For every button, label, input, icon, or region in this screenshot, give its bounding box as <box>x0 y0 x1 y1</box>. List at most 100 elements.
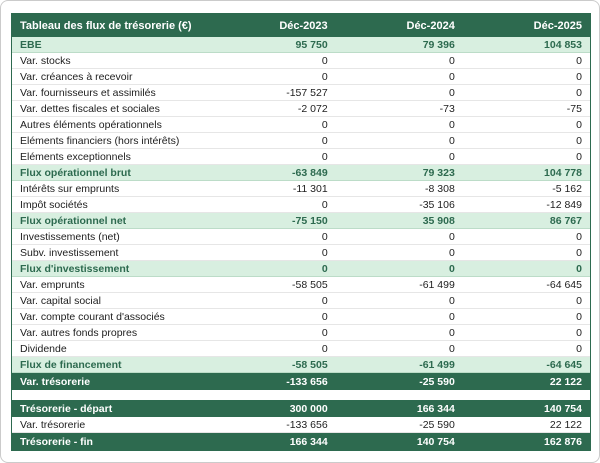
row-value: 0 <box>576 310 582 323</box>
row-value: 0 <box>448 326 455 339</box>
table-row: Var. stocks 0 0 0 <box>12 53 590 69</box>
table-row: Impôt sociétés 0 -35 106 -12 849 <box>12 197 590 213</box>
row-value: -5 162 <box>552 182 582 195</box>
row-label: Var. compte courant d'associés <box>20 310 165 323</box>
row-label: Var. trésorerie <box>20 375 91 388</box>
table-header-row: Tableau des flux de trésorerie (€) Déc-2… <box>12 14 590 37</box>
table-row: Trésorerie - fin 166 344 140 754 162 876 <box>12 433 590 450</box>
table-title: Tableau des flux de trésorerie (€) <box>20 19 192 32</box>
table-row: Flux d'investissement 0 0 0 <box>12 261 590 277</box>
row-label: Flux opérationnel net <box>20 214 127 227</box>
row-value: 0 <box>321 198 328 211</box>
table-row: Var. autres fonds propres 0 0 0 <box>12 325 590 341</box>
row-label: Var. stocks <box>20 54 71 67</box>
row-value: 0 <box>576 326 582 339</box>
row-value: 86 767 <box>549 214 582 227</box>
table-row: Subv. investissement 0 0 0 <box>12 245 590 261</box>
row-value: 0 <box>321 262 328 275</box>
row-value: 0 <box>576 246 582 259</box>
row-value: 0 <box>448 262 455 275</box>
row-value: 95 750 <box>295 38 328 51</box>
row-label: Var. dettes fiscales et sociales <box>20 102 160 115</box>
row-value: 0 <box>321 310 328 323</box>
row-value: -133 656 <box>286 375 328 388</box>
row-value: 0 <box>576 54 582 67</box>
table-row: Investissements (net) 0 0 0 <box>12 229 590 245</box>
table-row: Autres éléments opérationnels 0 0 0 <box>12 117 590 133</box>
table-row: Dividende 0 0 0 <box>12 341 590 357</box>
row-label: Dividende <box>20 342 67 355</box>
column-header-dec-2024: Déc-2024 <box>406 19 455 32</box>
row-value: -75 <box>566 102 582 115</box>
table-row: Flux opérationnel brut -63 849 79 323 104 7… <box>12 165 590 181</box>
table-row: Eléments exceptionnels 0 0 0 <box>12 149 590 165</box>
row-value: 22 122 <box>549 375 582 388</box>
row-value: 0 <box>448 54 455 67</box>
row-label: Flux opérationnel brut <box>20 166 131 179</box>
row-label: Var. autres fonds propres <box>20 326 138 339</box>
row-value: 79 323 <box>422 166 455 179</box>
row-label: Eléments financiers (hors intérêts) <box>20 134 180 147</box>
row-value: -2 072 <box>297 102 328 115</box>
row-value: 0 <box>321 230 328 243</box>
row-value: -8 308 <box>425 182 455 195</box>
row-value: 104 778 <box>544 166 582 179</box>
row-label: Intérêts sur emprunts <box>20 182 120 195</box>
row-value: -133 656 <box>286 418 328 431</box>
table-row: Var. capital social 0 0 0 <box>12 293 590 309</box>
row-value: 0 <box>321 70 328 83</box>
row-value: 0 <box>321 134 328 147</box>
table-row: Var. fournisseurs et assimilés -157 527 0 0 <box>12 85 590 101</box>
table-row: Var. dettes fiscales et sociales -2 072 -7… <box>12 101 590 117</box>
row-value: 0 <box>321 342 328 355</box>
cashflow-table: Tableau des flux de trésorerie (€) Déc-2… <box>11 13 591 451</box>
row-value: 0 <box>576 150 582 163</box>
row-label: Subv. investissement <box>20 246 119 259</box>
column-header-dec-2025: Déc-2025 <box>533 19 582 32</box>
row-value: 0 <box>321 150 328 163</box>
row-value: 162 876 <box>544 435 582 448</box>
row-value: -64 645 <box>546 278 582 291</box>
row-label: Flux d'investissement <box>20 262 130 275</box>
row-value: 0 <box>448 86 455 99</box>
row-value: -35 106 <box>419 198 455 211</box>
row-label: Eléments exceptionnels <box>20 150 131 163</box>
row-label: EBE <box>20 38 42 51</box>
row-value: 0 <box>448 294 455 307</box>
row-value: -61 499 <box>419 358 455 371</box>
row-value: 79 396 <box>422 38 455 51</box>
row-label: Var. fournisseurs et assimilés <box>20 86 156 99</box>
table-row: Flux de financement -58 505 -61 499 -64 645 <box>12 357 590 373</box>
row-value: 104 853 <box>544 38 582 51</box>
row-label: Impôt sociétés <box>20 198 88 211</box>
row-value: 0 <box>321 294 328 307</box>
row-label: Investissements (net) <box>20 230 120 243</box>
row-value: -11 301 <box>292 182 328 195</box>
row-value: -58 505 <box>292 278 328 291</box>
row-label: Var. emprunts <box>20 278 85 291</box>
row-value: 0 <box>321 246 328 259</box>
row-label: Var. créances à recevoir <box>20 70 133 83</box>
row-label: Trésorerie - départ <box>20 402 113 415</box>
row-value: -73 <box>439 102 455 115</box>
row-value: 0 <box>448 342 455 355</box>
table-row: Var. compte courant d'associés 0 0 0 <box>12 309 590 325</box>
row-value: 0 <box>576 86 582 99</box>
row-value: -157 527 <box>286 86 328 99</box>
row-value: 166 344 <box>289 435 328 448</box>
table-row: Eléments financiers (hors intérêts) 0 0 0 <box>12 133 590 149</box>
row-value: 0 <box>448 310 455 323</box>
row-value: 0 <box>576 294 582 307</box>
table-row: Intérêts sur emprunts -11 301 -8 308 -5 162 <box>12 181 590 197</box>
row-value: 140 754 <box>416 435 455 448</box>
row-value: -64 645 <box>546 358 582 371</box>
row-value: 0 <box>576 230 582 243</box>
table-row: Var. trésorerie -133 656 -25 590 22 122 <box>12 417 590 433</box>
row-value: 0 <box>321 118 328 131</box>
row-value: -25 590 <box>419 418 455 431</box>
table-row: Trésorerie - départ 300 000 166 344 140 754 <box>12 400 590 417</box>
table-row: Var. créances à recevoir 0 0 0 <box>12 69 590 85</box>
row-label: Var. capital social <box>20 294 101 307</box>
row-value: 35 908 <box>422 214 455 227</box>
